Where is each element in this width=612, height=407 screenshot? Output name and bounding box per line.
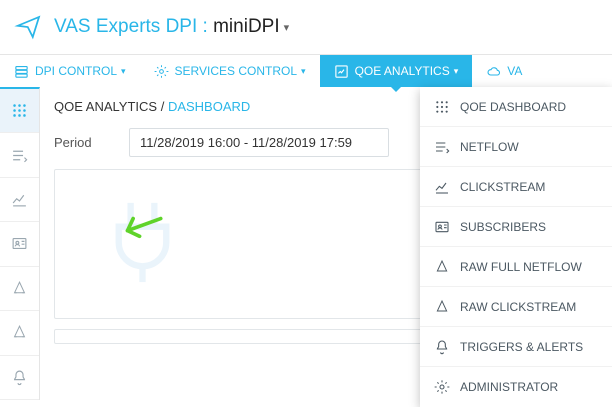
- dropdown-item-subscribers[interactable]: SUBSCRIBERS: [420, 207, 612, 247]
- raw-netflow-icon: [434, 259, 450, 275]
- grid-dots-icon: [434, 99, 450, 115]
- dropdown-item-raw-clickstream[interactable]: RAW CLICKSTREAM: [420, 287, 612, 327]
- gear-icon: [154, 64, 169, 79]
- nav-label-qoe-analytics: QOE ANALYTICS: [355, 64, 450, 78]
- separator-text: :: [203, 16, 208, 37]
- dropdown-item-netflow[interactable]: NETFLOW: [420, 127, 612, 167]
- bell-icon: [11, 369, 28, 386]
- qoe-analytics-caret-icon: ▾: [454, 66, 459, 77]
- app-name-text: miniDPI: [213, 16, 280, 37]
- raw-clickstream-icon: [434, 299, 450, 315]
- dropdown-label-raw-full-netflow: RAW FULL NETFLOW: [460, 260, 582, 274]
- netflow-icon: [11, 147, 28, 164]
- nav-label-dpi-control: DPI CONTROL: [35, 64, 117, 78]
- app-logo-icon: [14, 12, 44, 42]
- dropdown-label-raw-clickstream: RAW CLICKSTREAM: [460, 300, 576, 314]
- nav-item-services-control[interactable]: SERVICES CONTROL ▾: [140, 55, 320, 87]
- nav-label-services-control: SERVICES CONTROL: [175, 64, 297, 78]
- top-header: VAS Experts DPI : miniDPI ▾: [0, 0, 612, 55]
- dashboard-square-icon: [334, 64, 349, 79]
- sidebar-item-raw-full-netflow[interactable]: [0, 267, 39, 311]
- sidebar-item-dashboard[interactable]: [0, 89, 39, 133]
- sidebar-item-netflow[interactable]: [0, 133, 39, 177]
- nav-item-dpi-control[interactable]: DPI CONTROL ▾: [0, 55, 140, 87]
- period-label-text: Period: [54, 135, 129, 150]
- subscribers-icon: [434, 219, 450, 235]
- dropdown-label-clickstream: CLICKSTREAM: [460, 180, 545, 194]
- clickstream-icon: [11, 191, 28, 208]
- sidebar-item-clickstream[interactable]: [0, 178, 39, 222]
- server-icon: [14, 64, 29, 79]
- dropdown-label-qoe-dashboard: QOE DASHBOARD: [460, 100, 566, 114]
- dropdown-item-qoe-dashboard[interactable]: QOE DASHBOARD: [420, 87, 612, 127]
- left-sidebar: [0, 87, 40, 400]
- sidebar-item-triggers-alerts[interactable]: [0, 356, 39, 400]
- cloud-icon: [486, 63, 502, 79]
- breadcrumb-current-text[interactable]: DASHBOARD: [168, 99, 250, 114]
- dropdown-label-netflow: NETFLOW: [460, 140, 519, 154]
- dropdown-item-administrator[interactable]: ADMINISTRATOR: [420, 367, 612, 407]
- dpi-control-caret-icon: ▾: [121, 66, 126, 77]
- services-control-caret-icon: ▾: [301, 66, 306, 77]
- netflow-icon: [434, 139, 450, 155]
- dropdown-item-raw-full-netflow[interactable]: RAW FULL NETFLOW: [420, 247, 612, 287]
- sidebar-item-raw-clickstream[interactable]: [0, 311, 39, 355]
- raw-clickstream-icon: [11, 324, 28, 341]
- org-name-text: VAS Experts DPI: [54, 16, 197, 37]
- dropdown-label-triggers-alerts: TRIGGERS & ALERTS: [460, 340, 583, 354]
- dropdown-label-subscribers: SUBSCRIBERS: [460, 220, 546, 234]
- nav-label-va-cloud: VA: [507, 64, 522, 78]
- dropdown-item-clickstream[interactable]: CLICKSTREAM: [420, 167, 612, 207]
- breadcrumb-section-text: QOE ANALYTICS: [54, 99, 157, 114]
- qoe-analytics-dropdown-menu[interactable]: QOE DASHBOARD NETFLOW CLICKSTREAM SUBSCR…: [420, 87, 612, 407]
- gear-icon: [434, 379, 450, 395]
- bell-icon: [434, 339, 450, 355]
- sidebar-item-subscribers[interactable]: [0, 222, 39, 266]
- header-title: VAS Experts DPI : miniDPI: [54, 16, 280, 38]
- nav-item-qoe-analytics[interactable]: QOE ANALYTICS ▾: [320, 55, 473, 87]
- period-range-input[interactable]: 11/28/2019 16:00 - 11/28/2019 17:59: [129, 128, 389, 157]
- grid-dots-icon: [11, 102, 28, 119]
- subscribers-icon: [11, 235, 28, 252]
- raw-netflow-icon: [11, 280, 28, 297]
- dropdown-item-triggers-alerts[interactable]: TRIGGERS & ALERTS: [420, 327, 612, 367]
- nav-item-va-cloud[interactable]: VA: [472, 63, 528, 79]
- app-name-chevron-icon[interactable]: ▾: [284, 21, 290, 34]
- main-nav-bar: DPI CONTROL ▾ SERVICES CONTROL ▾ QOE ANA…: [0, 55, 612, 87]
- clickstream-icon: [434, 179, 450, 195]
- dropdown-label-administrator: ADMINISTRATOR: [460, 380, 558, 394]
